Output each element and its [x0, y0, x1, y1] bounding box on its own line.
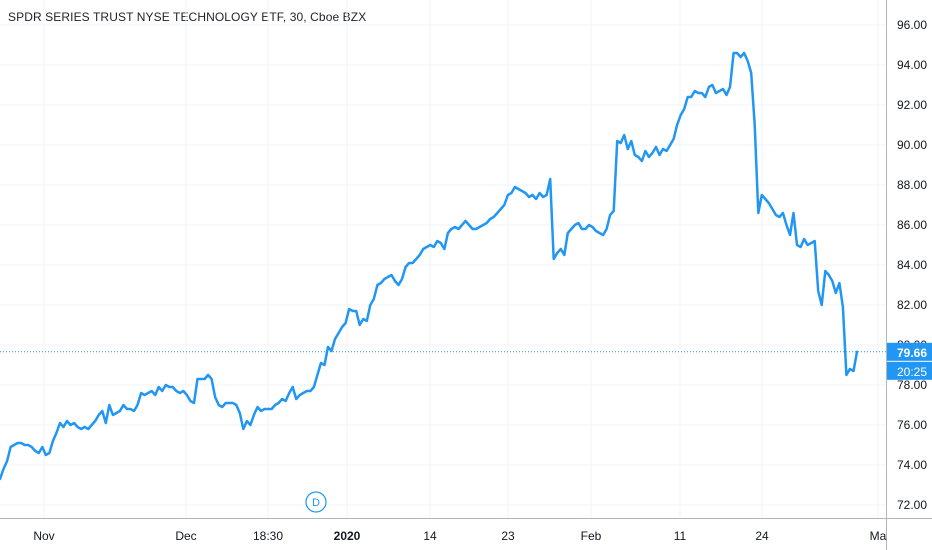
x-tick-label: 2020 [334, 529, 361, 543]
x-tick-label: 23 [501, 529, 515, 543]
dividend-marker-label: D [312, 497, 320, 509]
countdown-box [887, 361, 932, 380]
y-tick-label: 72.00 [897, 498, 927, 512]
y-tick-label: 96.00 [897, 18, 927, 32]
y-tick-label: 94.00 [897, 58, 927, 72]
x-tick-label: 24 [755, 529, 769, 543]
y-tick-label: 84.00 [897, 258, 927, 272]
y-tick-label: 86.00 [897, 218, 927, 232]
x-tick-label: Nov [33, 529, 54, 543]
dividend-marker[interactable] [305, 491, 327, 513]
x-tick-label: 14 [423, 529, 437, 543]
y-tick-label: 78.00 [897, 378, 927, 392]
y-tick-label: 82.00 [897, 298, 927, 312]
chart-title: SPDR SERIES TRUST NYSE TECHNOLOGY ETF, 3… [8, 10, 367, 24]
x-tick-label: 18:30 [253, 529, 283, 543]
y-tick-label: 76.00 [897, 418, 927, 432]
y-tick-label: 88.00 [897, 178, 927, 192]
last-price-box [887, 342, 932, 361]
x-tick-label: Dec [175, 529, 196, 543]
x-tick-label: Feb [581, 529, 602, 543]
y-tick-label: 74.00 [897, 458, 927, 472]
x-tick-label: 11 [674, 529, 687, 543]
countdown-label: 20:25 [897, 365, 927, 379]
y-tick-label: 92.00 [897, 98, 927, 112]
y-tick-label: 90.00 [897, 138, 927, 152]
x-tick-label: Ma [870, 529, 887, 543]
price-line [0, 51, 859, 481]
last-price-label: 79.66 [897, 346, 927, 360]
